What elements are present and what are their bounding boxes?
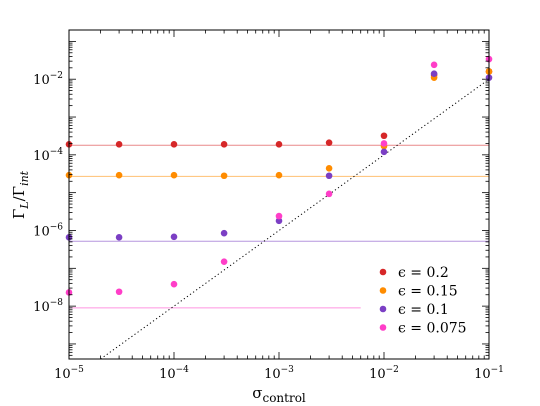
- data-point: [220, 141, 228, 148]
- data-point: [430, 61, 438, 69]
- y-tick-label: 10−8: [33, 298, 63, 315]
- y-tick-exp: −2: [50, 71, 63, 81]
- data-point: [115, 288, 123, 296]
- legend-marker: [379, 287, 387, 294]
- x-tick-exp: −2: [386, 365, 399, 375]
- y-tick-base: 10: [33, 149, 50, 164]
- y-tick-label: 10−2: [33, 71, 63, 88]
- y-tick-exp: −4: [50, 147, 64, 157]
- x-tick-base: 10: [264, 367, 281, 382]
- y-axis-label-slash: /Γ: [10, 186, 28, 201]
- x-axis-label-main: σ: [252, 384, 262, 402]
- x-tick-label: 10−2: [369, 365, 399, 382]
- legend-marker: [379, 268, 387, 276]
- data-point: [170, 233, 178, 241]
- y-tick-label: 10−4: [33, 147, 63, 164]
- data-point: [380, 132, 388, 140]
- y-tick-base: 10: [33, 300, 50, 315]
- x-tick-base: 10: [474, 367, 491, 382]
- y-tick-base: 10: [33, 224, 50, 239]
- data-point: [275, 217, 283, 225]
- x-axis-ticks: 10−5 10−4 10−3 10−2 10−1: [54, 30, 504, 382]
- x-axis-label: σcontrol: [252, 384, 306, 405]
- data-point: [275, 212, 283, 220]
- data-point: [430, 70, 438, 77]
- x-tick-label: 10−4: [159, 365, 189, 382]
- data-point: [115, 171, 123, 179]
- data-point: [380, 148, 388, 156]
- x-tick-exp: −5: [71, 365, 85, 375]
- x-tick-base: 10: [54, 367, 71, 382]
- x-tick-label: 10−5: [54, 365, 84, 382]
- x-tick-exp: −4: [176, 365, 190, 375]
- y-axis-label-main: Γ: [10, 209, 28, 219]
- legend: ϵ = 0.2 ϵ = 0.15 ϵ = 0.1 ϵ = 0.075: [379, 265, 467, 337]
- y-tick-exp: −6: [50, 222, 64, 232]
- data-point: [275, 141, 283, 148]
- data-points: [65, 55, 493, 296]
- legend-marker: [379, 305, 387, 313]
- x-tick-exp: −1: [491, 365, 504, 375]
- data-point: [170, 171, 178, 179]
- data-point: [220, 172, 228, 180]
- data-point: [325, 172, 333, 180]
- data-point: [325, 165, 333, 172]
- y-axis-label-sub2: int: [18, 170, 31, 186]
- y-tick-base: 10: [33, 73, 50, 88]
- data-point: [380, 140, 388, 147]
- x-tick-label: 10−3: [264, 365, 294, 382]
- y-axis-ticks: 10−810−610−410−2: [33, 29, 489, 360]
- y-tick-label: 10−6: [33, 222, 63, 239]
- data-point: [275, 171, 283, 179]
- legend-label: ϵ = 0.2: [398, 265, 449, 281]
- data-point: [170, 280, 178, 288]
- x-tick-label: 10−1: [474, 365, 504, 382]
- legend-label: ϵ = 0.1: [398, 302, 449, 318]
- x-axis-label-sub: control: [262, 391, 305, 405]
- legend-marker: [379, 324, 387, 331]
- legend-label: ϵ = 0.15: [398, 284, 458, 300]
- data-point: [220, 229, 228, 237]
- x-tick-base: 10: [159, 367, 176, 382]
- data-point: [220, 258, 228, 265]
- x-tick-base: 10: [369, 367, 386, 382]
- legend-label: ϵ = 0.075: [398, 321, 467, 337]
- data-point: [170, 141, 178, 148]
- y-axis-label: ΓL/Γint: [10, 170, 31, 219]
- data-point: [115, 141, 123, 148]
- data-point: [115, 234, 123, 241]
- x-tick-exp: −3: [281, 365, 295, 375]
- y-axis-label-sub1: L: [18, 201, 31, 209]
- data-point: [325, 139, 333, 146]
- y-tick-exp: −8: [50, 298, 64, 308]
- data-point: [325, 190, 333, 198]
